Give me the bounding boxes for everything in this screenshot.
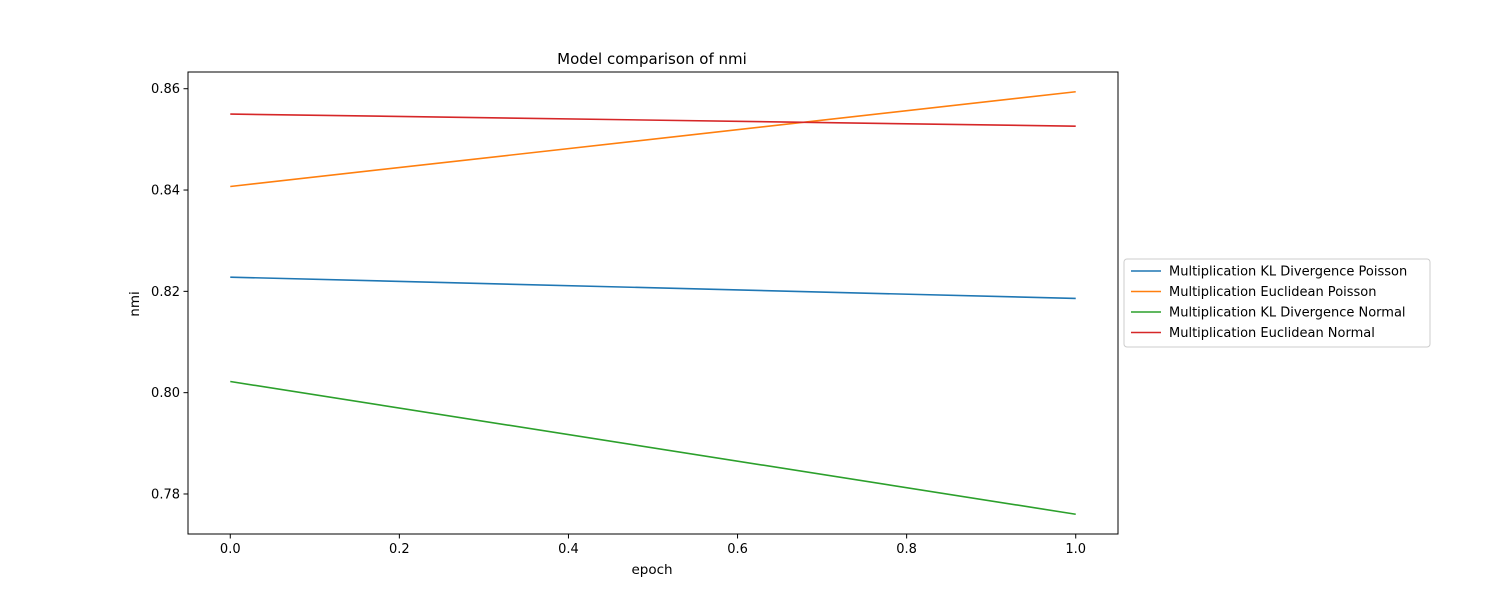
series-line-3	[230, 380, 1076, 516]
plot-frame	[187, 71, 1119, 535]
series-line-1	[230, 276, 1076, 300]
chart-title: Model comparison of nmi	[557, 50, 747, 68]
legend-label-4: Multiplication Euclidean Normal	[1169, 326, 1375, 341]
x-tick-label: 0.2	[389, 542, 410, 557]
y-tick-label: 0.78	[151, 487, 180, 502]
legend-label-1: Multiplication KL Divergence Poisson	[1169, 265, 1407, 280]
x-tick-label: 0.0	[220, 542, 241, 557]
series-line-4	[230, 113, 1076, 127]
x-tick-label: 0.6	[727, 542, 748, 557]
y-axis-label: nmi	[127, 291, 143, 316]
x-axis-label: epoch	[631, 562, 672, 578]
series-line-2	[230, 90, 1076, 188]
x-tick-label: 1.0	[1065, 542, 1086, 557]
legend-label-2: Multiplication Euclidean Poisson	[1169, 285, 1377, 300]
y-tick-label: 0.80	[151, 386, 180, 401]
legend-box	[1123, 258, 1431, 348]
x-tick-label: 0.8	[896, 542, 917, 557]
y-tick-label: 0.82	[151, 285, 180, 300]
y-tick-label: 0.84	[151, 184, 180, 199]
legend-label-3: Multiplication KL Divergence Normal	[1169, 306, 1406, 321]
y-tick-label: 0.86	[151, 82, 180, 97]
x-tick-label: 0.4	[558, 542, 579, 557]
